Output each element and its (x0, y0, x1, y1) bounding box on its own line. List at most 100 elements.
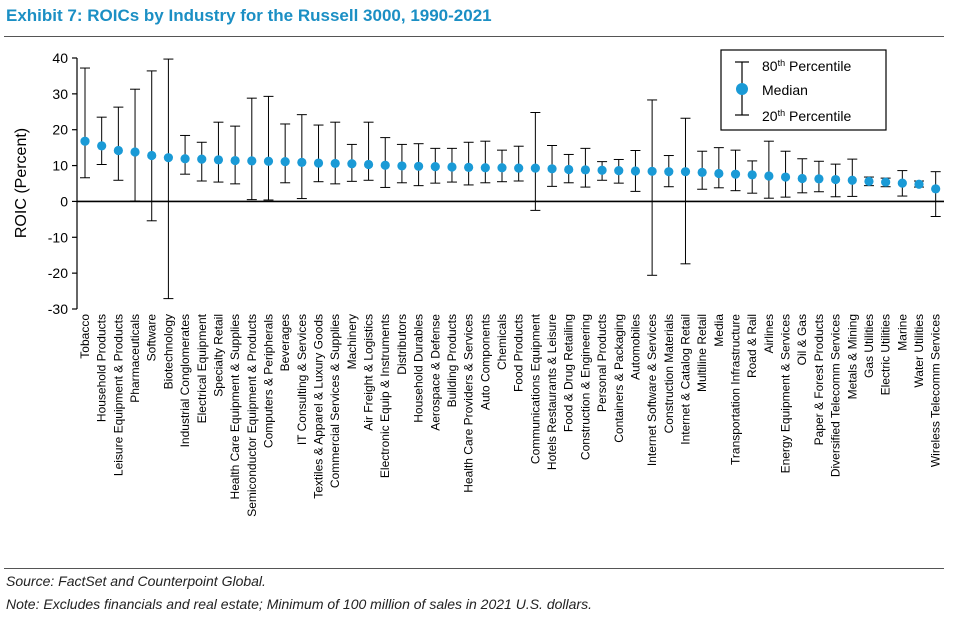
errorbar-12 (280, 123, 291, 184)
errorbar-40 (747, 160, 758, 194)
errorbar-6 (180, 134, 191, 175)
errorbar-17 (363, 121, 374, 181)
category-label: Personal Products (595, 314, 609, 412)
median-point (497, 163, 507, 173)
median-point (697, 167, 707, 177)
bottom-divider (4, 568, 944, 569)
y-tick-label: 0 (60, 193, 68, 209)
errorbar-4 (146, 70, 157, 222)
category-label: Industrial Conglomerates (178, 314, 192, 447)
median-point (547, 164, 557, 174)
category-label: Semiconductor Equipment & Products (245, 314, 259, 517)
errorbar-34 (647, 99, 658, 276)
legend-item-median: Median (762, 82, 808, 98)
category-label: Media (712, 314, 726, 347)
y-tick-label: -10 (48, 229, 68, 245)
errorbar-3 (130, 88, 141, 202)
category-label: Metals & Mining (845, 314, 859, 399)
median-point (630, 166, 641, 176)
errorbar-47 (863, 176, 874, 187)
median-point (147, 150, 157, 161)
errorbar-9 (230, 125, 241, 185)
category-label: Internet Software & Services (645, 314, 659, 466)
errorbar-1 (96, 116, 107, 165)
errorbar-10 (246, 97, 257, 201)
errorbar-16 (346, 143, 357, 182)
category-label: Beverages (278, 314, 292, 371)
errorbar-42 (780, 150, 791, 198)
category-label: Auto Components (478, 314, 492, 410)
median-point (163, 153, 173, 163)
category-label: Health Care Equipment & Supplies (228, 314, 242, 499)
category-label: Transportation Infrastructure (729, 314, 743, 465)
category-label: Internet & Catalog Retail (678, 314, 692, 445)
median-point (197, 154, 207, 164)
median-point (130, 147, 140, 157)
category-label: Automobiles (628, 314, 642, 380)
category-label: Air Freight & Logistics (362, 314, 376, 431)
median-point (730, 169, 741, 179)
y-tick-label: 10 (52, 158, 68, 174)
category-label: Textiles & Apparel & Luxury Goods (312, 314, 326, 499)
errorbar-29 (563, 153, 574, 184)
errorbar-39 (730, 149, 741, 192)
median-point (797, 173, 807, 184)
median-point (597, 165, 607, 175)
category-label: Airlines (762, 314, 776, 353)
category-label: Water Utilities (912, 314, 926, 388)
median-point (897, 178, 907, 188)
category-label: Building Products (445, 314, 459, 407)
top-divider (4, 36, 944, 37)
median-point (680, 167, 691, 177)
category-label: Road & Rail (745, 314, 759, 378)
category-label: Biotechnology (161, 314, 175, 389)
errorbar-2 (113, 106, 124, 181)
category-label: Pharmaceuticals (128, 314, 142, 403)
page-title: Exhibit 7: ROICs by Industry for the Rus… (6, 6, 492, 25)
errorbar-15 (330, 121, 341, 185)
category-label: Machinery (345, 314, 359, 369)
errorbar-14 (313, 124, 324, 183)
legend-item-80th: 80th Percentile (762, 58, 851, 74)
median-point (380, 160, 390, 170)
median-point (714, 168, 724, 179)
errorbar-5 (163, 58, 174, 300)
category-label: Electrical Equipment (195, 313, 209, 423)
footnote: Note: Excludes financials and real estat… (6, 596, 592, 612)
legend: 80th Percentile Median 20th Percentile (720, 49, 887, 131)
category-label: Aerospace & Defense (428, 314, 442, 431)
errorbar-8 (213, 121, 224, 183)
errorbar-13 (296, 114, 307, 200)
legend-median-marker-icon (736, 83, 748, 95)
y-tick-label: 30 (52, 86, 68, 102)
errorbar-48 (880, 177, 891, 188)
legend-box (720, 49, 887, 131)
category-label: Paper & Forest Products (812, 314, 826, 445)
median-point (580, 165, 591, 175)
median-point (614, 165, 624, 176)
median-point (280, 157, 290, 167)
errorbar-46 (847, 158, 858, 197)
median-point (480, 163, 490, 173)
category-label: Energy Equipment & Services (779, 314, 793, 473)
median-point (881, 177, 891, 187)
category-label: Gas Utilities (862, 314, 876, 378)
errorbar-31 (597, 161, 608, 181)
median-point (864, 176, 874, 186)
category-labels: Tobacco Household Products Leisure Equipme… (78, 313, 943, 516)
median-point (330, 158, 340, 169)
errorbar-44 (813, 160, 824, 193)
y-tick-label: 20 (52, 122, 68, 138)
errorbar-33 (630, 150, 641, 192)
roic-chart: 40 30 20 10 0 -10 -20 -30 Tobacco Household Prod… (13, 49, 944, 517)
errorbar-43 (797, 158, 808, 194)
median-point (747, 170, 757, 180)
y-axis: 40 30 20 10 0 -10 -20 -30 (48, 50, 944, 317)
errorbar-38 (713, 147, 724, 189)
errorbar-25 (497, 149, 507, 183)
errorbar-51 (930, 171, 941, 217)
category-label: Construction Materials (662, 314, 676, 433)
y-tick-label: 40 (52, 50, 68, 66)
category-label: Containers & Packaging (612, 314, 626, 443)
errorbar-45 (830, 163, 841, 198)
